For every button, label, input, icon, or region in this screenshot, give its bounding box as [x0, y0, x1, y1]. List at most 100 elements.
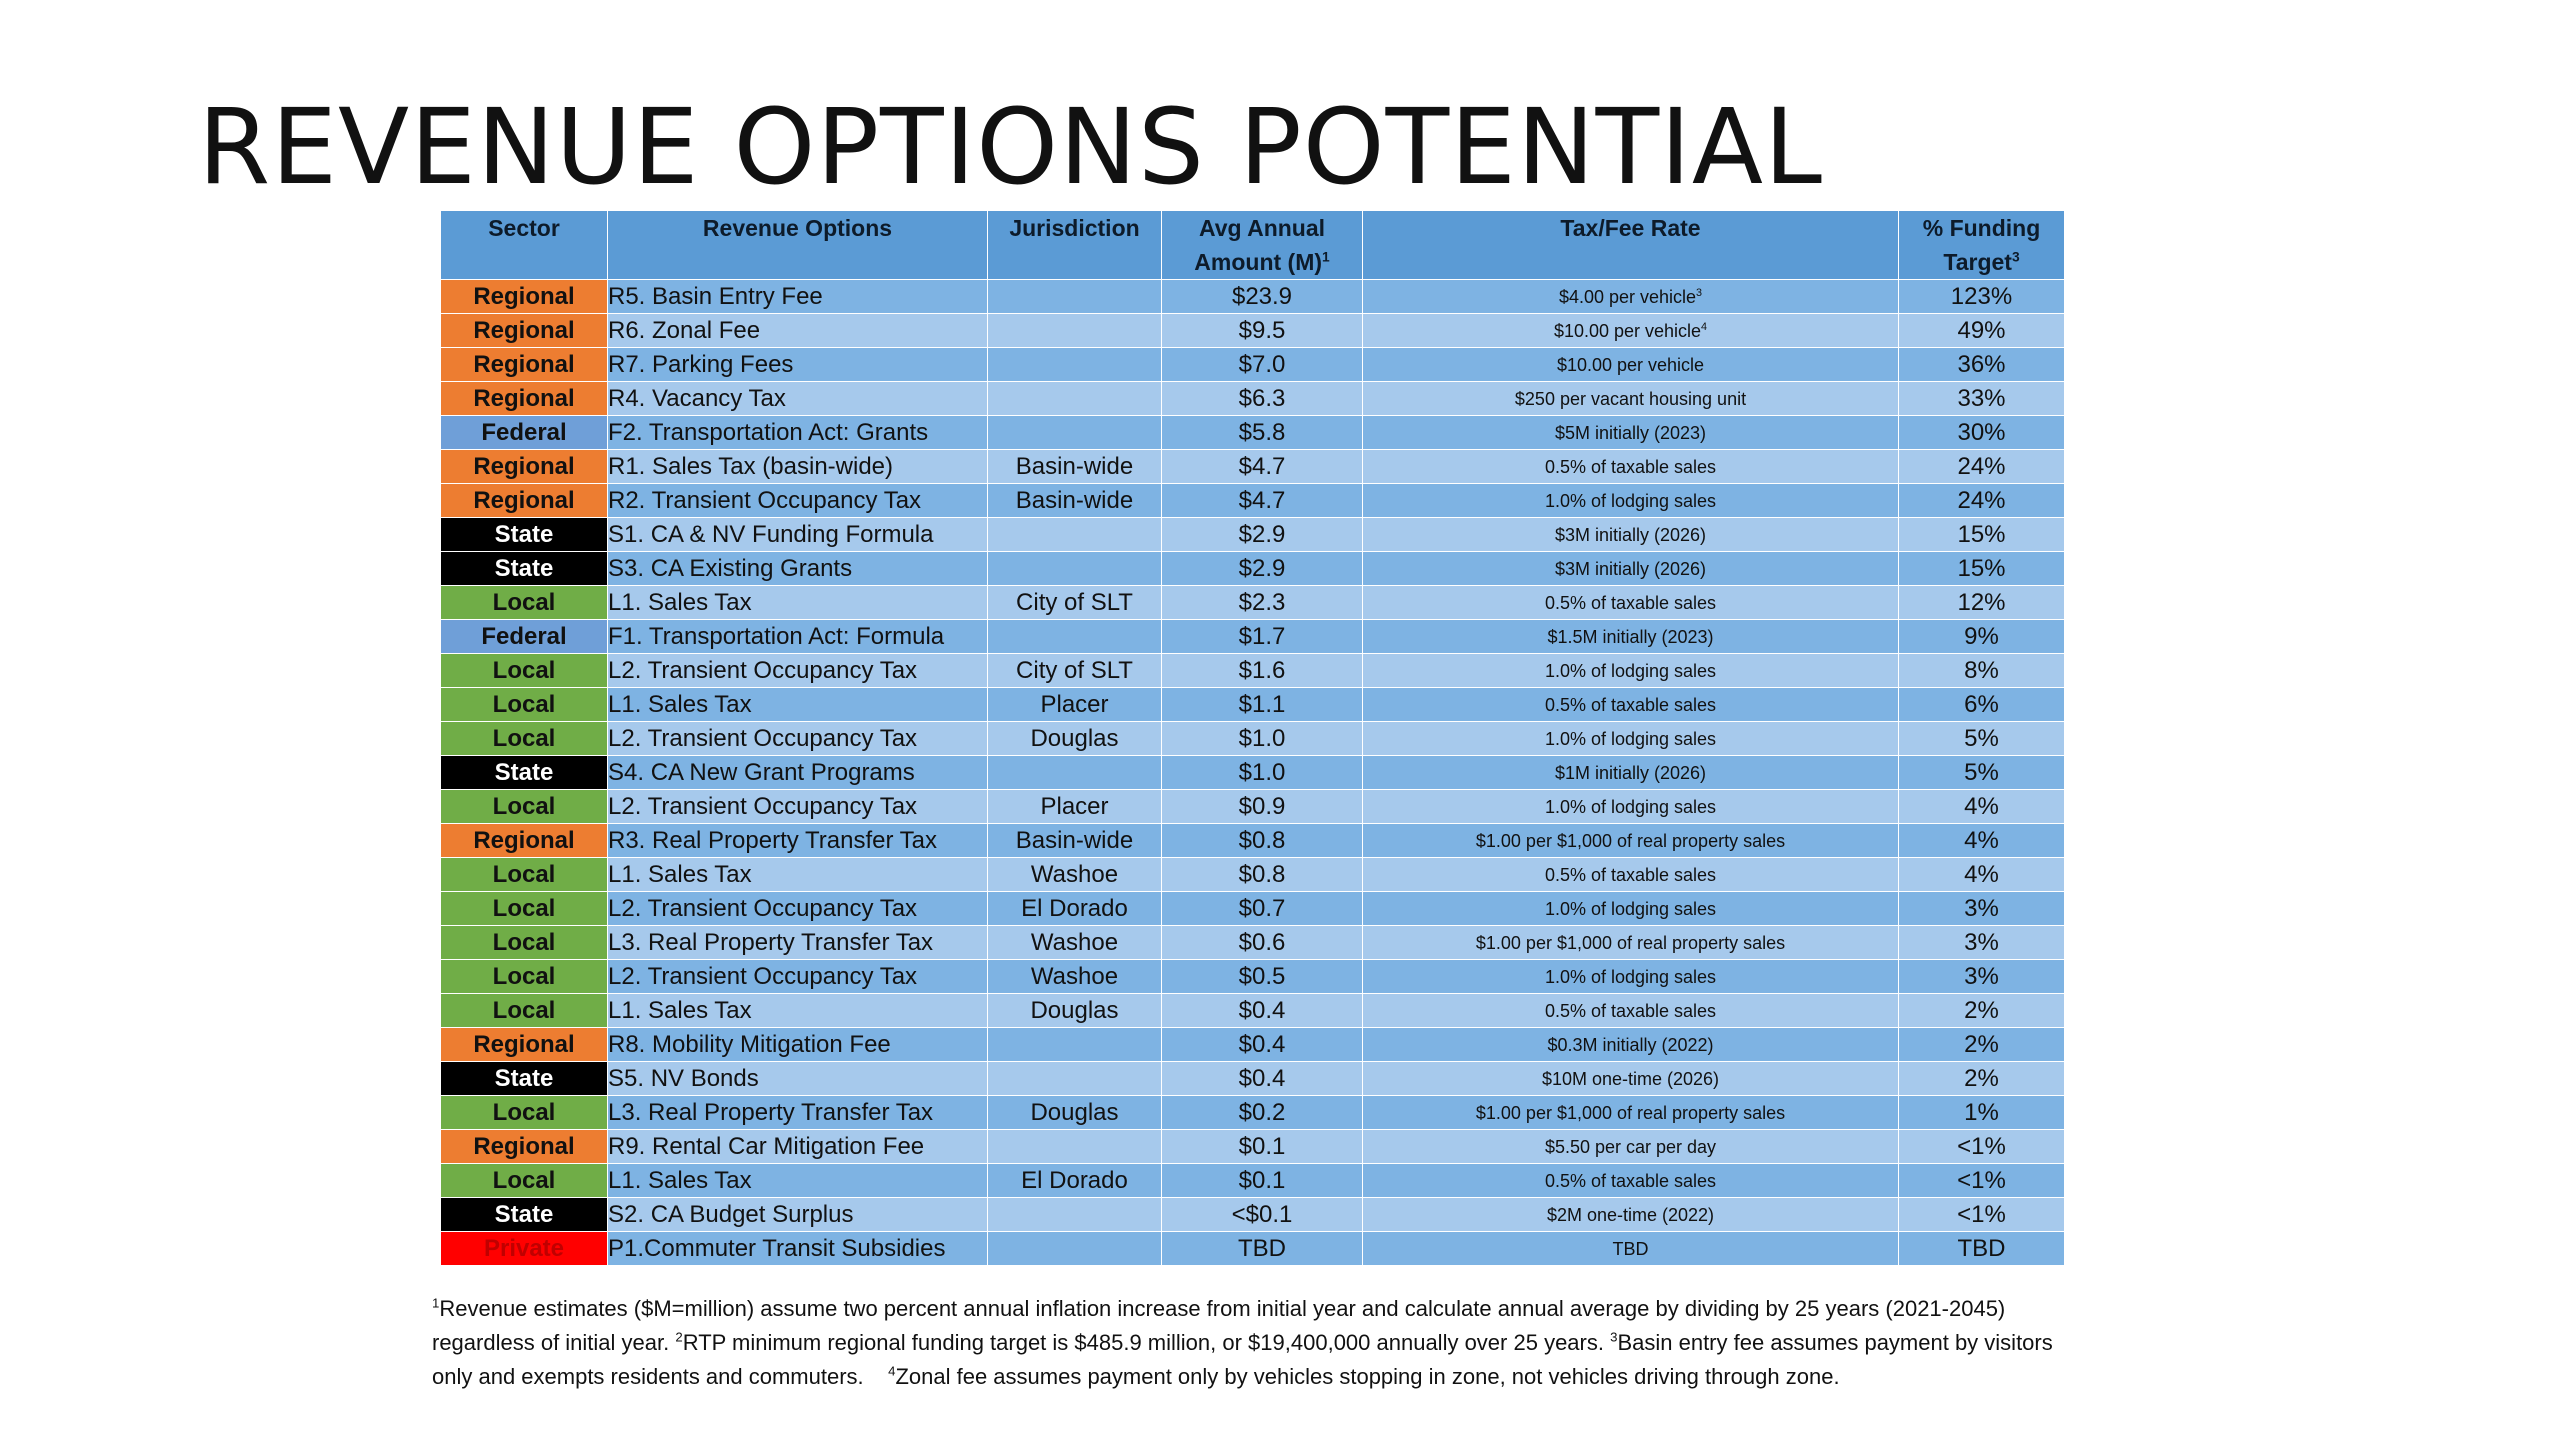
tax-fee-rate-cell: 0.5% of taxable sales: [1362, 449, 1899, 484]
jurisdiction-cell: Placer: [987, 789, 1162, 824]
avg-annual-amount-cell: $0.8: [1161, 857, 1363, 892]
avg-annual-amount-cell: $1.0: [1161, 755, 1363, 790]
table-row: Private P1.Commuter Transit Subsidies TBD T…: [440, 1231, 2065, 1266]
tax-fee-rate-text: 1.0% of lodging sales: [1544, 728, 1717, 749]
funding-target-cell: 12%: [1898, 585, 2065, 620]
header-target-footnote-marker: 3: [2011, 249, 2020, 265]
avg-annual-amount-cell: $4.7: [1161, 483, 1363, 518]
sector-cell: State: [440, 551, 608, 586]
table-row: State S2. CA Budget Surplus <$0.1 $2M one-t…: [440, 1197, 2065, 1232]
sector-cell: Local: [440, 993, 608, 1028]
tax-fee-rate-cell: $10.00 per vehicle: [1362, 347, 1899, 382]
sector-cell: Local: [440, 721, 608, 756]
header-revenue-options: Revenue Options: [607, 210, 988, 280]
tax-fee-rate-cell: 1.0% of lodging sales: [1362, 789, 1899, 824]
tax-fee-rate-cell: TBD: [1362, 1231, 1899, 1266]
revenue-option-cell: R3. Real Property Transfer Tax: [607, 823, 988, 858]
footnote-3: Basin entry fee assumes payment by visit…: [432, 1330, 2053, 1389]
revenue-option-cell: L1. Sales Tax: [607, 687, 988, 722]
funding-target-cell: 2%: [1898, 1027, 2065, 1062]
revenue-option-cell: F1. Transportation Act: Formula: [607, 619, 988, 654]
revenue-option-cell: R8. Mobility Mitigation Fee: [607, 1027, 988, 1062]
revenue-option-cell: R9. Rental Car Mitigation Fee: [607, 1129, 988, 1164]
revenue-option-cell: L3. Real Property Transfer Tax: [607, 1095, 988, 1130]
sector-cell: Local: [440, 1163, 608, 1198]
footnote-1: Revenue estimates ($M=million) assume tw…: [432, 1296, 2006, 1355]
sector-cell: Local: [440, 1095, 608, 1130]
tax-fee-rate-text: 0.5% of taxable sales: [1544, 694, 1717, 715]
tax-fee-rate-text: $2M one-time (2022): [1546, 1204, 1715, 1225]
sector-cell: Regional: [440, 483, 608, 518]
table-body: Regional R5. Basin Entry Fee $23.9 $4.00 pe…: [440, 279, 2065, 1266]
avg-annual-amount-cell: TBD: [1161, 1231, 1363, 1266]
tax-fee-rate-cell: $10.00 per vehicle4: [1362, 313, 1899, 348]
sector-cell: State: [440, 517, 608, 552]
revenue-option-cell: S5. NV Bonds: [607, 1061, 988, 1096]
tax-fee-rate-cell: $1.00 per $1,000 of real property sales: [1362, 823, 1899, 858]
sector-cell: Regional: [440, 449, 608, 484]
table-row: State S4. CA New Grant Programs $1.0 $1M in…: [440, 755, 2065, 790]
funding-target-cell: 4%: [1898, 823, 2065, 858]
tax-fee-rate-text: 0.5% of taxable sales: [1544, 592, 1717, 613]
sector-cell: Federal: [440, 415, 608, 450]
sector-cell: Regional: [440, 823, 608, 858]
tax-fee-rate-cell: 1.0% of lodging sales: [1362, 891, 1899, 926]
tax-fee-rate-text: 0.5% of taxable sales: [1544, 1000, 1717, 1021]
avg-annual-amount-cell: $2.3: [1161, 585, 1363, 620]
revenue-option-cell: S3. CA Existing Grants: [607, 551, 988, 586]
avg-annual-amount-cell: $0.8: [1161, 823, 1363, 858]
funding-target-cell: 49%: [1898, 313, 2065, 348]
tax-fee-rate-text: $250 per vacant housing unit: [1514, 388, 1747, 409]
revenue-option-cell: S4. CA New Grant Programs: [607, 755, 988, 790]
sector-cell: Local: [440, 585, 608, 620]
jurisdiction-cell: City of SLT: [987, 585, 1162, 620]
tax-fee-rate-cell: 1.0% of lodging sales: [1362, 959, 1899, 994]
tax-fee-rate-cell: $3M initially (2026): [1362, 551, 1899, 586]
table-row: Local L2. Transient Occupancy Tax City of …: [440, 653, 2065, 688]
funding-target-cell: 30%: [1898, 415, 2065, 450]
tax-fee-rate-text: 0.5% of taxable sales: [1544, 1170, 1717, 1191]
tax-fee-rate-cell: $3M initially (2026): [1362, 517, 1899, 552]
table-row: Local L1. Sales Tax Placer $1.1 0.5% of taxa…: [440, 687, 2065, 722]
tax-fee-rate-cell: 0.5% of taxable sales: [1362, 585, 1899, 620]
avg-annual-amount-cell: $0.6: [1161, 925, 1363, 960]
jurisdiction-cell: [987, 381, 1162, 416]
table-row: Regional R7. Parking Fees $7.0 $10.00 per v…: [440, 347, 2065, 382]
tax-fee-rate-text: $4.00 per vehicle: [1558, 286, 1697, 307]
funding-target-cell: 8%: [1898, 653, 2065, 688]
avg-annual-amount-cell: $4.7: [1161, 449, 1363, 484]
tax-fee-rate-text: $5M initially (2023): [1554, 422, 1707, 443]
jurisdiction-cell: Basin-wide: [987, 823, 1162, 858]
sector-cell: Local: [440, 789, 608, 824]
header-avg-annual-amount: Avg Annual Amount (M)1: [1161, 210, 1363, 280]
avg-annual-amount-cell: $5.8: [1161, 415, 1363, 450]
tax-fee-rate-cell: $1.5M initially (2023): [1362, 619, 1899, 654]
table-row: Federal F2. Transportation Act: Grants $5.…: [440, 415, 2065, 450]
funding-target-cell: 3%: [1898, 959, 2065, 994]
funding-target-cell: 3%: [1898, 925, 2065, 960]
jurisdiction-cell: Douglas: [987, 993, 1162, 1028]
footnote: 1Revenue estimates ($M=million) assume t…: [432, 1292, 2082, 1394]
sector-cell: Local: [440, 925, 608, 960]
header-funding-target-text: % Funding Target: [1922, 215, 2041, 275]
revenue-option-cell: L2. Transient Occupancy Tax: [607, 959, 988, 994]
avg-annual-amount-cell: $7.0: [1161, 347, 1363, 382]
revenue-option-cell: R6. Zonal Fee: [607, 313, 988, 348]
funding-target-cell: <1%: [1898, 1129, 2065, 1164]
table-row: Regional R2. Transient Occupancy Tax Basin…: [440, 483, 2065, 518]
tax-fee-rate-cell: $5.50 per car per day: [1362, 1129, 1899, 1164]
funding-target-cell: 6%: [1898, 687, 2065, 722]
tax-fee-rate-text: 1.0% of lodging sales: [1544, 898, 1717, 919]
rate-footnote-marker: 4: [1701, 320, 1708, 333]
avg-annual-amount-cell: $0.2: [1161, 1095, 1363, 1130]
sector-cell: Regional: [440, 279, 608, 314]
tax-fee-rate-cell: 0.5% of taxable sales: [1362, 857, 1899, 892]
revenue-option-cell: F2. Transportation Act: Grants: [607, 415, 988, 450]
tax-fee-rate-text: $10M one-time (2026): [1541, 1068, 1720, 1089]
rate-footnote-marker: 3: [1696, 286, 1703, 299]
sector-cell: Regional: [440, 347, 608, 382]
table-row: Regional R3. Real Property Transfer Tax Ba…: [440, 823, 2065, 858]
revenue-option-cell: R1. Sales Tax (basin-wide): [607, 449, 988, 484]
tax-fee-rate-text: $10.00 per vehicle: [1553, 320, 1702, 341]
revenue-option-cell: P1.Commuter Transit Subsidies: [607, 1231, 988, 1266]
